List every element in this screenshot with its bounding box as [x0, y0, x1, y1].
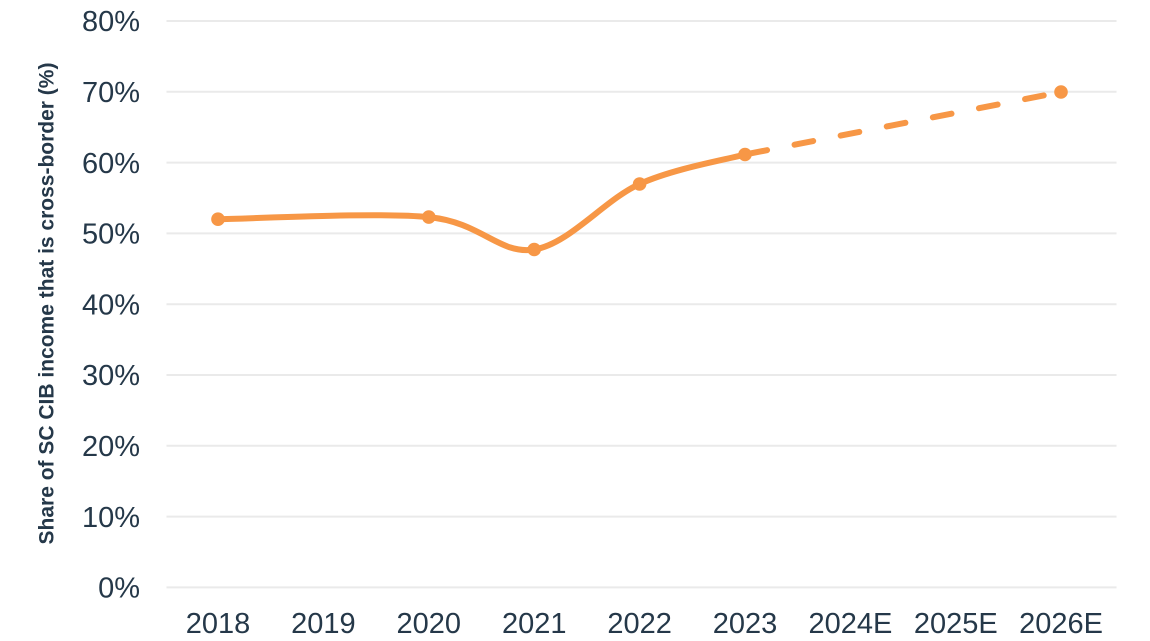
- svg-text:40%: 40%: [82, 289, 140, 321]
- svg-text:2020: 2020: [397, 608, 462, 640]
- svg-text:30%: 30%: [82, 360, 140, 392]
- svg-text:70%: 70%: [82, 77, 140, 109]
- svg-text:10%: 10%: [82, 502, 140, 534]
- svg-text:2018: 2018: [186, 608, 251, 640]
- svg-text:2026E: 2026E: [1019, 608, 1103, 640]
- svg-text:2025E: 2025E: [914, 608, 998, 640]
- svg-text:50%: 50%: [82, 219, 140, 251]
- svg-text:0%: 0%: [98, 573, 140, 605]
- svg-text:60%: 60%: [82, 148, 140, 180]
- svg-text:2022: 2022: [607, 608, 672, 640]
- svg-text:80%: 80%: [82, 6, 140, 38]
- svg-text:Share of SC CIB income that is: Share of SC CIB income that is cross-bor…: [36, 63, 59, 545]
- svg-text:2021: 2021: [502, 608, 567, 640]
- svg-text:2019: 2019: [291, 608, 356, 640]
- svg-text:2024E: 2024E: [808, 608, 892, 640]
- svg-text:20%: 20%: [82, 431, 140, 463]
- svg-text:2023: 2023: [713, 608, 778, 640]
